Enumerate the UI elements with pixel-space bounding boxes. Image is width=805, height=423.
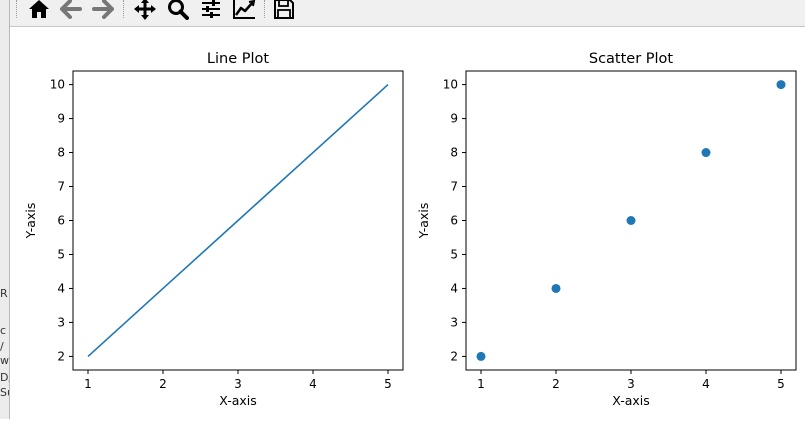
subplots-sliders-icon: [202, 0, 220, 18]
scatter-plot-y-tick-label: 10: [443, 78, 458, 92]
scatter-plot-data-point: [701, 148, 711, 158]
scatter-plot-data-point: [776, 80, 786, 90]
scatter-plot-data-point: [551, 283, 561, 293]
zoom-button[interactable]: [164, 0, 192, 24]
scatter-plot-y-tick-label: 6: [450, 214, 458, 228]
configure-subplots-button[interactable]: [197, 0, 225, 24]
line-plot-x-axis-label: X-axis: [219, 393, 257, 408]
line-plot-title: Line Plot: [207, 51, 269, 67]
scatter-plot-y-axis-label: Y-axis: [416, 203, 431, 240]
scatter-plot-y-tick-label: 2: [450, 349, 458, 363]
edit-axes-line-icon: [233, 0, 256, 19]
edit-axes-button[interactable]: [230, 0, 258, 24]
figure-canvas: 1 2 3 4 5 2 3 4 5 6 7 8 9 10 Line Plot X-axis Y-axis 1 2 3 4…: [10, 27, 805, 419]
scatter-plot-x-tick-label: 1: [477, 377, 485, 391]
scatter-plot-x-tick-label: 2: [552, 377, 560, 391]
line-plot-y-tick-label: 3: [57, 315, 65, 329]
scatter-plot-y-tick-label: 9: [450, 112, 458, 126]
scatter-plot-x-tick-label: 5: [777, 377, 785, 391]
scatter-plot-title: Scatter Plot: [589, 51, 674, 67]
line-plot-y-tick-label: 8: [57, 146, 65, 160]
forward-arrow-icon: [92, 0, 114, 19]
background-text-fragment: D/: [0, 372, 9, 384]
navigation-toolbar: [10, 0, 805, 27]
line-plot-x-tick-label: 3: [234, 377, 242, 391]
background-text-fragment: Su: [0, 387, 9, 399]
forward-button[interactable]: [89, 0, 117, 24]
zoom-magnifier-icon: [168, 0, 189, 20]
scatter-plot-y-tick-label: 7: [450, 180, 458, 194]
pan-button[interactable]: [131, 0, 159, 24]
scatter-plot-y-tick-label: 8: [450, 146, 458, 160]
save-disk-icon: [274, 0, 294, 19]
line-plot-x-tick-label: 4: [309, 377, 317, 391]
line-plot-series-line: [87, 83, 389, 358]
line-plot-y-tick-label: 9: [57, 112, 65, 126]
scatter-plot-x-axis-label: X-axis: [612, 393, 650, 408]
line-plot-x-tick-label: 1: [84, 377, 92, 391]
line-plot-x-tick-label: 5: [384, 377, 392, 391]
line-plot-y-tick-label: 5: [57, 247, 65, 261]
home-button[interactable]: [25, 0, 53, 24]
background-text-fragment: wa: [0, 355, 9, 367]
scatter-plot-data-point: [476, 351, 486, 361]
scatter-plot-y-tick-label: 3: [450, 315, 458, 329]
line-plot-y-axis-label: Y-axis: [23, 203, 38, 240]
figure-svg: 1 2 3 4 5 2 3 4 5 6 7 8 9 10 Line Plot X-axis Y-axis 1 2 3 4…: [23, 51, 797, 408]
home-icon: [29, 0, 49, 18]
line-plot-axes: 1 2 3 4 5 2 3 4 5 6 7 8 9 10 Line Plot X-axis Y-axis: [23, 51, 404, 408]
line-plot-y-tick-label: 6: [57, 214, 65, 228]
scatter-plot-x-tick-label: 3: [627, 377, 635, 391]
toolbar-separator: [264, 0, 265, 18]
background-text-fragment: R: [0, 288, 8, 300]
save-button[interactable]: [270, 0, 298, 24]
line-plot-y-tick-label: 2: [57, 349, 65, 363]
toolbar-separator: [123, 0, 124, 18]
back-button[interactable]: [57, 0, 85, 24]
background-text-fragment: /: [0, 341, 4, 353]
line-plot-y-tick-label: 10: [50, 78, 65, 92]
line-plot-y-tick-label: 7: [57, 180, 65, 194]
scatter-plot-y-tick-label: 4: [450, 281, 458, 295]
line-plot-y-tick-label: 4: [57, 281, 65, 295]
toolbar-separator: [16, 0, 17, 18]
line-plot-x-tick-label: 2: [159, 377, 167, 391]
background-text-fragment: c: [0, 325, 7, 337]
scatter-plot-x-tick-label: 4: [702, 377, 710, 391]
scatter-plot-data-point: [626, 216, 636, 225]
scatter-plot-y-tick-label: 5: [450, 247, 458, 261]
back-arrow-icon: [60, 0, 82, 19]
scatter-plot-axes: 1 2 3 4 5 2 3 4 5 6 7 8 9 10 Scatter Plot X-axis Y-axis: [416, 51, 797, 408]
pan-move-icon: [134, 0, 156, 20]
background-window-strip: R c / wa D/ Su: [0, 0, 10, 419]
